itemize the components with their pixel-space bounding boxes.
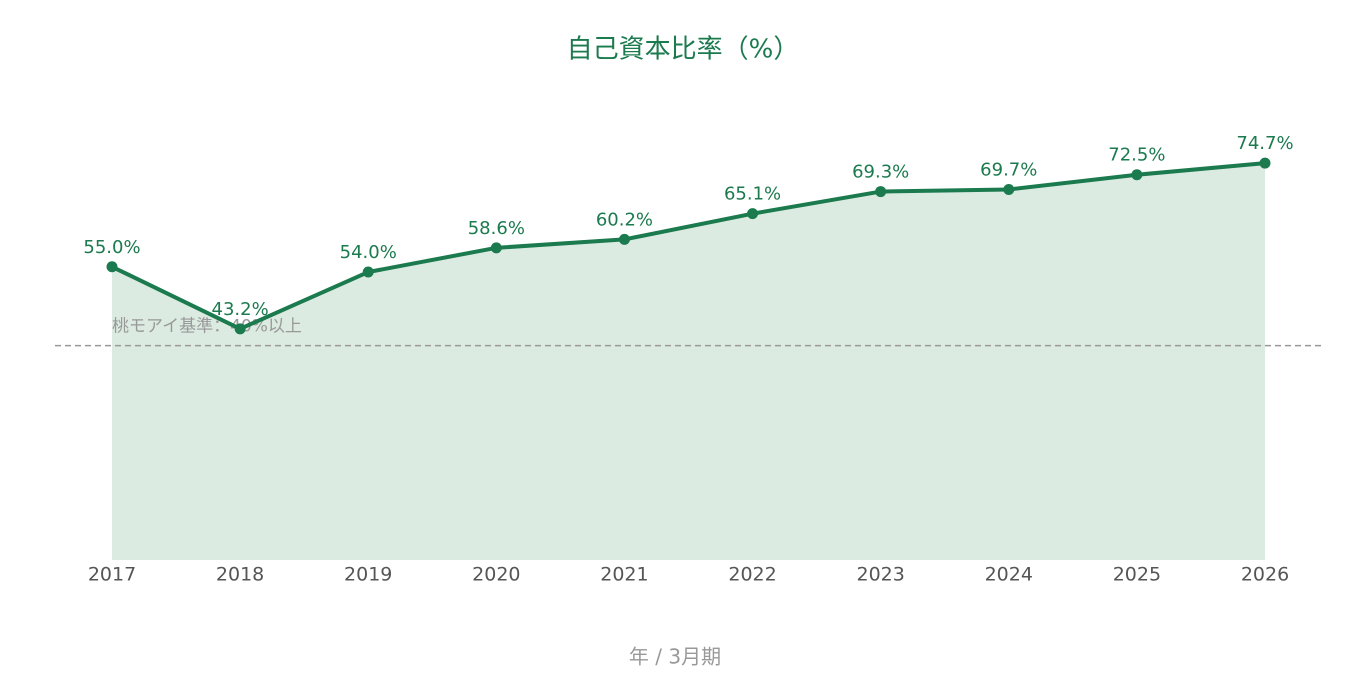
point	[1003, 183, 1015, 195]
point	[875, 186, 887, 198]
value-label: 72.5%	[1108, 145, 1165, 166]
x-tick-label: 2026	[1241, 564, 1289, 586]
x-tick-label: 2020	[472, 564, 520, 586]
point	[106, 261, 118, 273]
x-tick-label: 2018	[216, 564, 264, 586]
point	[747, 208, 759, 220]
x-tick-label: 2025	[1113, 564, 1161, 586]
area	[112, 163, 1265, 560]
point	[1259, 157, 1271, 169]
value-label: 54.0%	[340, 242, 397, 263]
x-tick-label: 2019	[344, 564, 392, 586]
line	[111, 161, 1266, 331]
value-label: 60.2%	[596, 209, 653, 230]
point	[1131, 169, 1143, 181]
x-axis-label: 年 / 3月期	[629, 645, 721, 669]
chart-title: 自己資本比率（%）	[567, 35, 800, 65]
x-tick-label: 2021	[600, 564, 648, 586]
reference-label: 桃モアイ基準：40%以上	[112, 317, 302, 337]
value-label: 58.6%	[468, 218, 525, 239]
value-label: 65.1%	[724, 184, 781, 205]
value-label: 74.7%	[1236, 133, 1293, 154]
value-label: 69.3%	[852, 162, 909, 183]
x-tick-label: 2017	[88, 564, 136, 586]
value-label: 69.7%	[980, 159, 1037, 180]
x-tick-label: 2023	[856, 564, 904, 586]
point	[618, 233, 630, 245]
point	[362, 266, 374, 278]
point	[234, 323, 246, 335]
point	[490, 242, 502, 254]
x-tick-label: 2024	[985, 564, 1033, 586]
value-label: 43.2%	[212, 299, 269, 320]
value-label: 55.0%	[83, 237, 140, 258]
x-tick-label: 2022	[728, 564, 776, 586]
